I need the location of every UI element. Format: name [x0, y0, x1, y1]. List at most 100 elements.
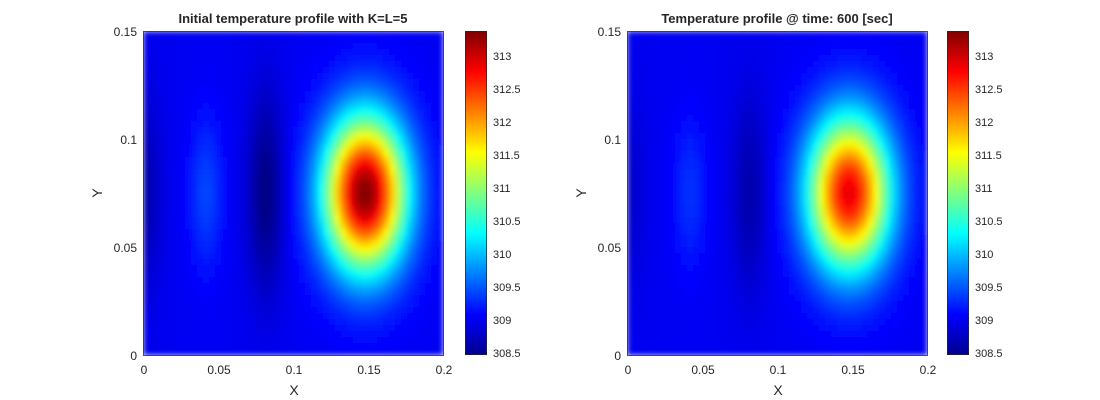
- heatmap-cell: [293, 121, 300, 128]
- heatmap-cell: [311, 151, 318, 158]
- heatmap-cell: [765, 199, 772, 206]
- heatmap-cell: [675, 187, 682, 194]
- heatmap-cell: [771, 211, 778, 218]
- heatmap-cell: [681, 187, 688, 194]
- heatmap-cell: [657, 133, 664, 140]
- heatmap-cell: [687, 121, 694, 128]
- heatmap-cell: [633, 187, 640, 194]
- heatmap-cell: [759, 67, 766, 74]
- heatmap-cell: [269, 331, 276, 338]
- heatmap-cell: [699, 91, 706, 98]
- heatmap-cell: [431, 253, 438, 260]
- heatmap-cell: [813, 85, 820, 92]
- heatmap-cell: [209, 49, 216, 56]
- heatmap-cell: [747, 103, 754, 110]
- heatmap-cell: [287, 289, 294, 296]
- heatmap-cell: [639, 181, 646, 188]
- heatmap-cell: [431, 139, 438, 146]
- heatmap-cell: [341, 199, 348, 206]
- heatmap-cell: [849, 91, 856, 98]
- heatmap-cell: [639, 31, 646, 38]
- heatmap-cell: [317, 127, 324, 134]
- heatmap-cell: [353, 109, 360, 116]
- heatmap-cell: [855, 109, 862, 116]
- heatmap-cell: [915, 277, 922, 284]
- heatmap-cell: [855, 61, 862, 68]
- heatmap-cell: [843, 181, 850, 188]
- heatmap-cell: [233, 295, 240, 302]
- heatmap-cell: [711, 43, 718, 50]
- heatmap-cell: [215, 49, 222, 56]
- heatmap-cell: [359, 235, 366, 242]
- heatmap-cell: [663, 97, 670, 104]
- heatmap-cell: [807, 85, 814, 92]
- heatmap-cell: [401, 223, 408, 230]
- heatmap-cell: [711, 169, 718, 176]
- heatmap-cell: [909, 253, 916, 260]
- heatmap-cell: [155, 319, 162, 326]
- heatmap-cell: [173, 265, 180, 272]
- heatmap-cell: [401, 67, 408, 74]
- heatmap-cell: [747, 277, 754, 284]
- heatmap-cell: [699, 301, 706, 308]
- heatmap-cell: [627, 73, 634, 80]
- heatmap-cell: [675, 85, 682, 92]
- heatmap-cell: [173, 331, 180, 338]
- heatmap-cell: [771, 193, 778, 200]
- heatmap-cell: [335, 301, 342, 308]
- heatmap-cell: [801, 43, 808, 50]
- heatmap-cell: [275, 301, 282, 308]
- heatmap-cell: [627, 133, 634, 140]
- heatmap-cell: [897, 211, 904, 218]
- heatmap-cell: [819, 187, 826, 194]
- heatmap-cell: [777, 73, 784, 80]
- heatmap-cell: [287, 109, 294, 116]
- heatmap-cell: [203, 307, 210, 314]
- heatmap-cell: [419, 313, 426, 320]
- heatmap-cell: [861, 253, 868, 260]
- heatmap-cell: [401, 151, 408, 158]
- heatmap-cell: [239, 217, 246, 224]
- heatmap-cell: [197, 127, 204, 134]
- heatmap-cell: [807, 283, 814, 290]
- heatmap-cell: [293, 193, 300, 200]
- heatmap-cell: [305, 211, 312, 218]
- heatmap-cell: [143, 133, 150, 140]
- heatmap-cell: [173, 259, 180, 266]
- heatmap-cell: [807, 43, 814, 50]
- heatmap-cell: [233, 79, 240, 86]
- heatmap-cell: [359, 139, 366, 146]
- heatmap-cell: [389, 259, 396, 266]
- heatmap-cell: [383, 37, 390, 44]
- heatmap-cell: [669, 97, 676, 104]
- heatmap-cell: [407, 301, 414, 308]
- heatmap-cell: [269, 211, 276, 218]
- heatmap-cell: [215, 259, 222, 266]
- heatmap-cell: [149, 235, 156, 242]
- heatmap-cell: [669, 205, 676, 212]
- heatmap-cell: [747, 79, 754, 86]
- heatmap-cell: [825, 265, 832, 272]
- heatmap-cell: [849, 109, 856, 116]
- heatmap-cell: [855, 175, 862, 182]
- heatmap-cell: [699, 253, 706, 260]
- heatmap-cell: [789, 31, 796, 38]
- heatmap-cell: [909, 175, 916, 182]
- heatmap-cell: [687, 169, 694, 176]
- heatmap-cell: [305, 145, 312, 152]
- heatmap-cell: [789, 241, 796, 248]
- heatmap-cell: [377, 265, 384, 272]
- heatmap-cell: [909, 283, 916, 290]
- heatmap-cell: [281, 301, 288, 308]
- heatmap-cell: [867, 187, 874, 194]
- heatmap-cell: [239, 163, 246, 170]
- heatmap-cell: [365, 43, 372, 50]
- heatmap-cell: [245, 289, 252, 296]
- heatmap-cell: [239, 247, 246, 254]
- heatmap-cell: [843, 67, 850, 74]
- heatmap-cell: [819, 241, 826, 248]
- heatmap-cell: [215, 325, 222, 332]
- heatmap-cell: [419, 331, 426, 338]
- heatmap-cell: [185, 67, 192, 74]
- heatmap-cell: [395, 85, 402, 92]
